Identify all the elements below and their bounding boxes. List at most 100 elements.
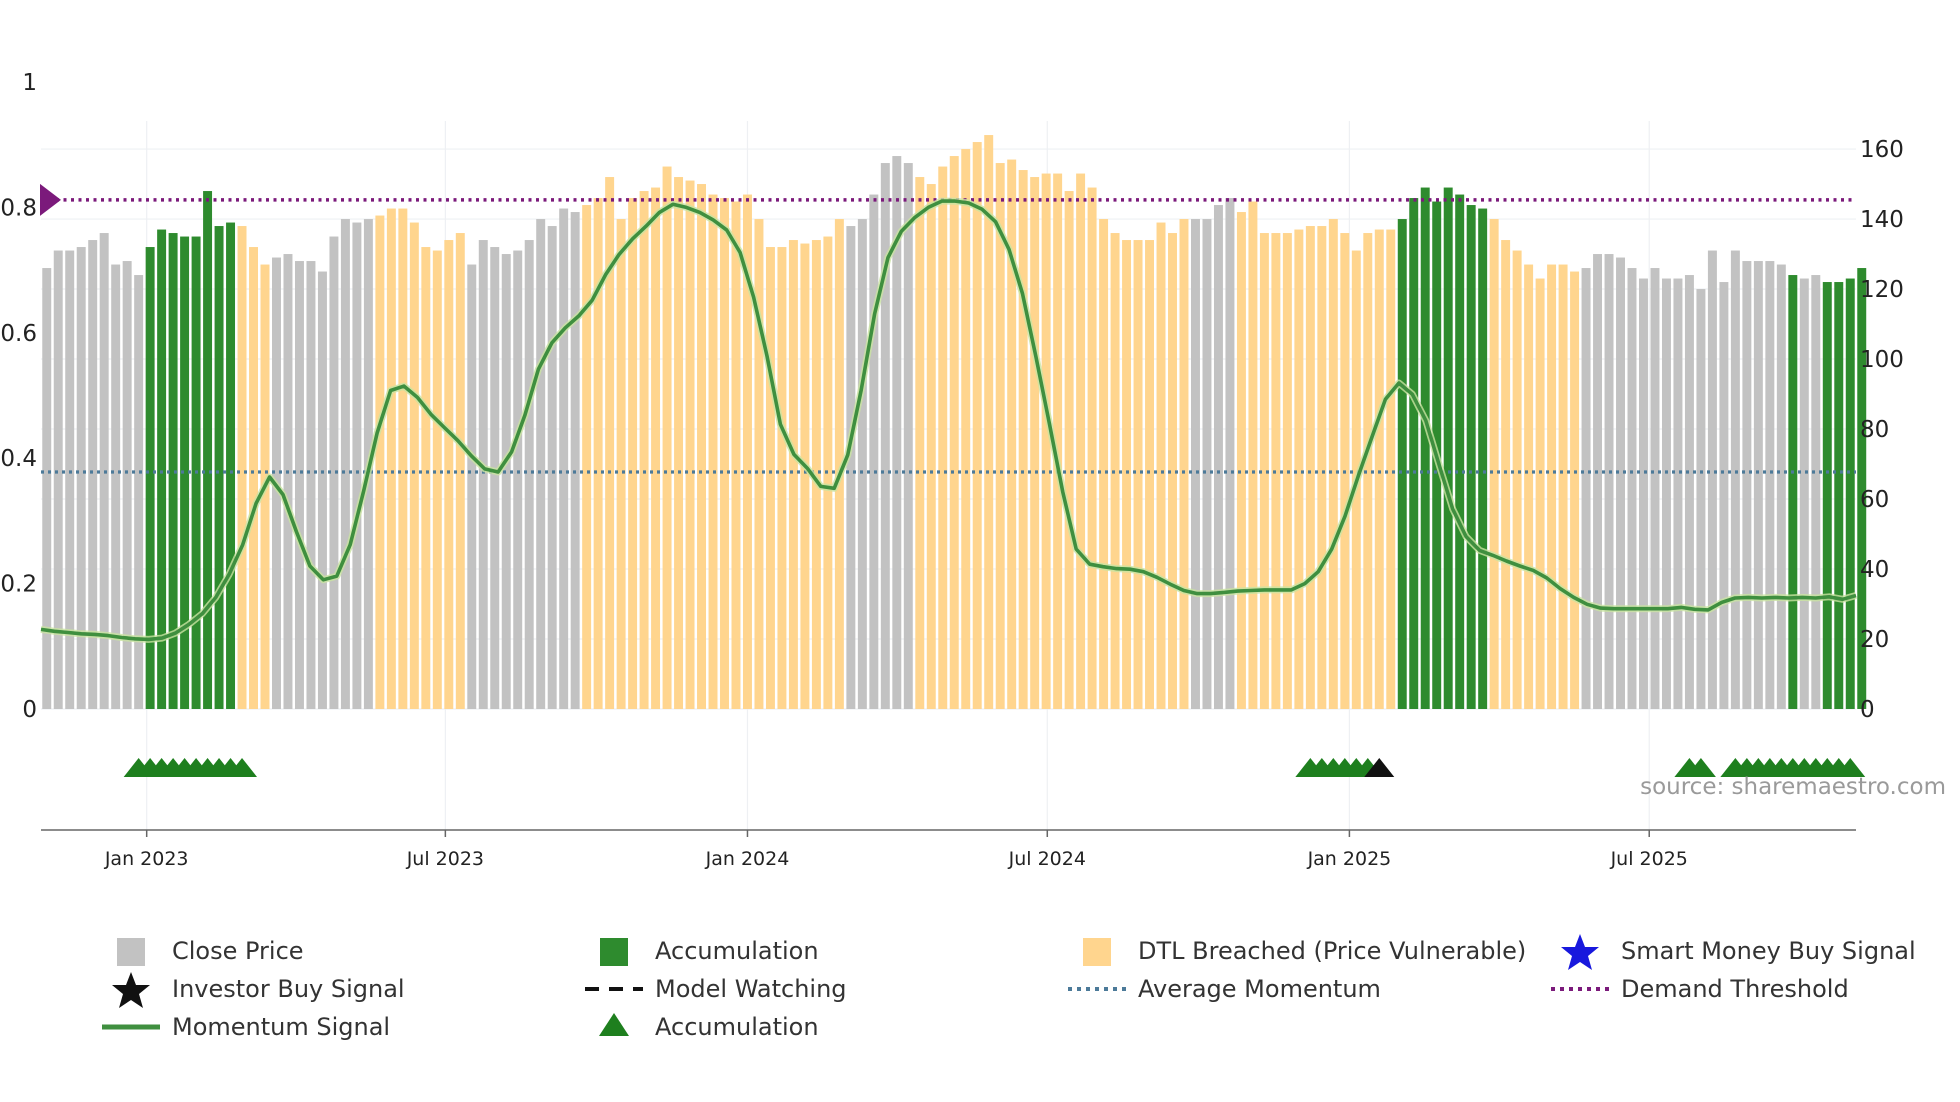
price-bar-84: [1007, 159, 1017, 710]
price-bar-104: [1236, 212, 1246, 710]
price-bar-64: [777, 247, 787, 710]
right-y-tick-7: 140: [1860, 207, 1904, 233]
price-bar-8: [134, 275, 144, 709]
price-bar-112: [1328, 219, 1338, 709]
price-bar-150: [1765, 261, 1775, 709]
price-bar-87: [1041, 173, 1051, 709]
price-bar-153: [1799, 278, 1809, 709]
price-bar-53: [651, 187, 661, 709]
price-bar-138: [1627, 268, 1637, 709]
price-bar-82: [984, 135, 994, 709]
signal-markers: [123, 758, 1866, 777]
price-bar-148: [1742, 261, 1752, 709]
price-bar-129: [1524, 264, 1534, 709]
x-tick-label-0: Jan 2023: [104, 848, 189, 870]
price-bar-86: [1030, 177, 1040, 710]
left-y-tick-0: 0: [22, 697, 37, 723]
price-bar-49: [605, 177, 615, 710]
price-bar-51: [628, 198, 638, 709]
price-bars: [42, 135, 1867, 710]
price-bar-3: [76, 247, 86, 710]
price-bar-135: [1593, 254, 1603, 709]
price-bar-70: [846, 226, 856, 709]
price-bar-52: [639, 191, 649, 709]
axes: 0 0.2 0.4 0.6 0.8 1 0 20 40 60 80 100 120 140 160 Jan 2…: [0, 70, 1903, 870]
price-bar-4: [88, 240, 98, 709]
price-bar-50: [616, 219, 626, 709]
price-bar-122: [1443, 187, 1453, 709]
price-bar-93: [1110, 233, 1120, 709]
price-bar-40: [501, 254, 511, 709]
price-bar-16: [226, 222, 236, 709]
price-bar-63: [765, 247, 775, 710]
price-bar-139: [1639, 278, 1648, 709]
price-bar-77: [926, 184, 936, 709]
price-bar-92: [1099, 219, 1109, 709]
price-bar-78: [938, 166, 948, 709]
right-y-tick-0: 0: [1860, 697, 1875, 723]
price-bar-133: [1570, 271, 1580, 709]
price-bar-45: [559, 208, 569, 709]
price-bar-130: [1535, 278, 1545, 709]
price-bar-127: [1501, 240, 1511, 709]
price-bar-145: [1707, 250, 1717, 709]
price-bar-90: [1076, 173, 1086, 709]
price-bar-9: [145, 247, 155, 710]
x-tick-label-2: Jan 2024: [705, 848, 790, 870]
price-bar-157: [1845, 278, 1855, 709]
price-bar-36: [455, 233, 465, 709]
price-bar-32: [409, 222, 419, 709]
price-bar-7: [122, 261, 132, 709]
price-bar-35: [444, 240, 454, 709]
price-bar-6: [111, 264, 121, 709]
price-bar-124: [1466, 205, 1476, 709]
right-y-tick-1: 20: [1860, 627, 1889, 653]
price-bar-83: [995, 163, 1005, 709]
right-y-tick-2: 40: [1860, 557, 1889, 583]
accumulation-marker-9: [227, 758, 258, 777]
price-bar-23: [306, 261, 316, 709]
price-bar-88: [1053, 173, 1063, 709]
price-bar-81: [972, 142, 982, 710]
price-bar-29: [375, 215, 385, 709]
accumulation-marker-17: [1685, 758, 1716, 777]
price-bar-106: [1259, 233, 1269, 709]
price-bar-62: [754, 219, 764, 709]
price-bar-149: [1753, 261, 1763, 709]
price-bar-140: [1650, 268, 1660, 709]
price-bar-26: [340, 219, 350, 709]
price-bar-103: [1225, 198, 1235, 709]
price-bar-75: [903, 163, 913, 709]
momentum-signal: [40, 197, 1857, 643]
right-y-tick-5: 100: [1860, 347, 1904, 373]
price-bar-91: [1087, 187, 1097, 709]
right-y-tick-8: 160: [1860, 137, 1904, 163]
price-bar-158: [1857, 268, 1867, 709]
price-bar-146: [1719, 282, 1729, 709]
price-bar-101: [1202, 219, 1212, 709]
price-bar-118: [1397, 219, 1407, 709]
price-bar-99: [1179, 219, 1189, 709]
price-bar-10: [157, 229, 167, 710]
price-bar-37: [467, 264, 477, 709]
price-bar-24: [317, 271, 327, 709]
price-bar-125: [1478, 208, 1488, 709]
price-bar-2: [65, 250, 75, 709]
price-bar-128: [1512, 250, 1522, 709]
right-y-tick-3: 60: [1860, 487, 1889, 513]
price-bar-126: [1489, 219, 1499, 709]
price-bar-72: [869, 194, 879, 710]
price-bar-120: [1420, 187, 1430, 709]
price-bar-100: [1190, 219, 1200, 709]
price-bar-97: [1156, 222, 1166, 709]
price-bar-143: [1684, 275, 1694, 709]
price-bar-22: [294, 261, 304, 709]
price-bar-54: [662, 166, 672, 709]
price-bar-105: [1248, 201, 1258, 709]
price-bar-76: [915, 177, 925, 710]
price-bar-111: [1317, 226, 1327, 709]
price-bar-154: [1811, 275, 1821, 709]
price-bar-65: [788, 240, 798, 709]
price-bar-59: [720, 198, 729, 709]
source-credit: source: sharemaestro.com: [1640, 774, 1946, 800]
